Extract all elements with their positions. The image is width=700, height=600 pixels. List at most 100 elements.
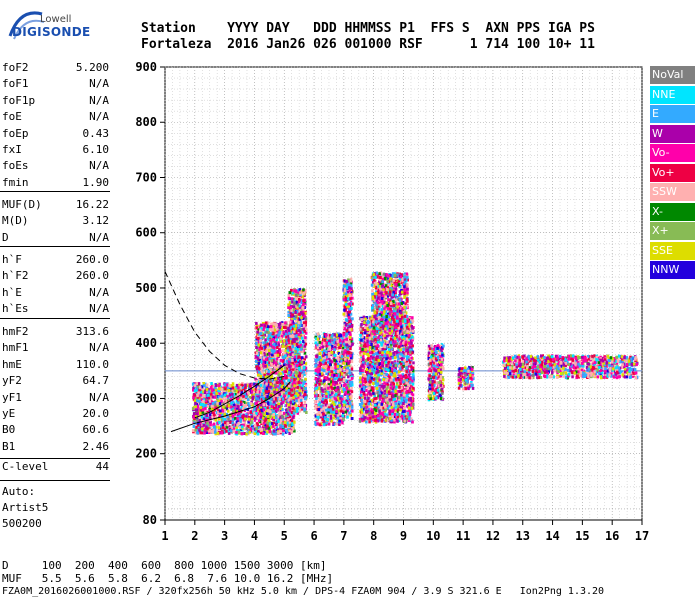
echo-point — [208, 396, 211, 400]
echo-point — [194, 389, 198, 393]
echo-point — [210, 415, 213, 418]
echo-point — [269, 412, 272, 416]
echo-point — [244, 395, 248, 399]
echo-point — [242, 401, 246, 404]
echo-point — [270, 411, 274, 415]
echo-point — [316, 377, 320, 381]
echo-point — [291, 427, 295, 431]
echo-point — [301, 356, 304, 360]
echo-point — [250, 409, 254, 413]
param-foe: foE N/A — [2, 110, 109, 126]
echo-point — [262, 403, 266, 407]
param-label: foF2 — [2, 61, 29, 74]
echo-point — [255, 416, 258, 420]
echo-point — [210, 396, 213, 400]
echo-point — [279, 406, 282, 410]
echo-point — [249, 410, 253, 414]
echo-point — [226, 423, 229, 427]
echo-point — [331, 391, 334, 395]
echo-point — [231, 392, 234, 396]
param-label: M(D) — [2, 214, 29, 228]
echo-point — [291, 423, 294, 427]
echo-point — [277, 373, 280, 377]
echo-point — [231, 395, 234, 398]
echo-point — [204, 423, 207, 427]
param-value: N/A — [89, 285, 109, 299]
echo-point — [296, 348, 300, 352]
echo-point — [218, 409, 222, 413]
echo-point — [236, 409, 239, 413]
echo-point — [235, 426, 238, 430]
echo-point — [244, 386, 247, 390]
echo-point — [248, 430, 251, 434]
echo-point — [335, 405, 338, 409]
echo-point — [283, 421, 287, 425]
y-tick-label: 500 — [135, 281, 157, 295]
echo-point — [272, 424, 275, 428]
echo-point — [300, 403, 303, 407]
echo-point — [195, 412, 199, 416]
echo-point — [295, 342, 299, 346]
echo-point — [266, 394, 269, 398]
echo-point — [198, 399, 201, 403]
echo-point — [302, 324, 306, 328]
echo-point — [263, 413, 266, 417]
echo-point — [223, 393, 227, 397]
echo-point — [225, 383, 229, 387]
echo-point — [235, 385, 238, 389]
echo-point — [278, 417, 282, 421]
param-value: 5.200 — [75, 61, 109, 74]
echo-point — [213, 395, 217, 399]
echo-point — [269, 385, 272, 389]
echo-point — [234, 393, 237, 396]
echo-point — [330, 370, 333, 373]
echo-point — [288, 414, 292, 418]
echo-point — [211, 401, 215, 405]
echo-point — [335, 333, 339, 337]
echo-point — [269, 431, 273, 435]
echo-point — [257, 426, 261, 430]
echo-point — [290, 430, 293, 434]
echo-point — [208, 420, 212, 424]
echo-point — [265, 387, 269, 391]
echo-point — [254, 429, 257, 433]
echo-point — [275, 404, 278, 408]
echo-point — [237, 411, 241, 415]
param-label: h`E — [2, 285, 22, 299]
echo-point — [314, 364, 317, 368]
echo-point — [239, 403, 243, 406]
echo-point — [316, 337, 320, 341]
echo-point — [205, 431, 209, 434]
echo-point — [294, 297, 298, 301]
echo-point — [293, 429, 296, 433]
echo-point — [281, 408, 284, 411]
x-tick-label: 14 — [545, 529, 559, 543]
echo-point — [245, 384, 249, 388]
echo-point — [260, 346, 264, 350]
echo-point — [288, 348, 291, 352]
echo-point — [295, 290, 298, 294]
echo-point — [198, 418, 201, 422]
echo-point — [333, 354, 337, 357]
echo-point — [252, 388, 255, 392]
echo-point — [238, 426, 242, 430]
echo-point — [273, 409, 277, 413]
echo-point — [199, 422, 203, 426]
echo-point — [255, 346, 258, 349]
echo-point — [316, 358, 319, 362]
echo-point — [194, 401, 197, 405]
echo-point — [287, 314, 290, 317]
echo-point — [205, 385, 208, 389]
echo-point — [266, 325, 270, 329]
echo-point — [202, 403, 205, 407]
echo-point — [231, 386, 235, 390]
echo-point — [198, 388, 201, 392]
echo-point — [193, 399, 197, 403]
echo-point — [269, 400, 272, 404]
echo-point — [277, 402, 280, 406]
echo-point — [216, 421, 220, 425]
echo-point — [328, 345, 331, 349]
echo-point — [331, 407, 335, 411]
echo-point — [195, 382, 198, 386]
echo-point — [205, 425, 208, 429]
